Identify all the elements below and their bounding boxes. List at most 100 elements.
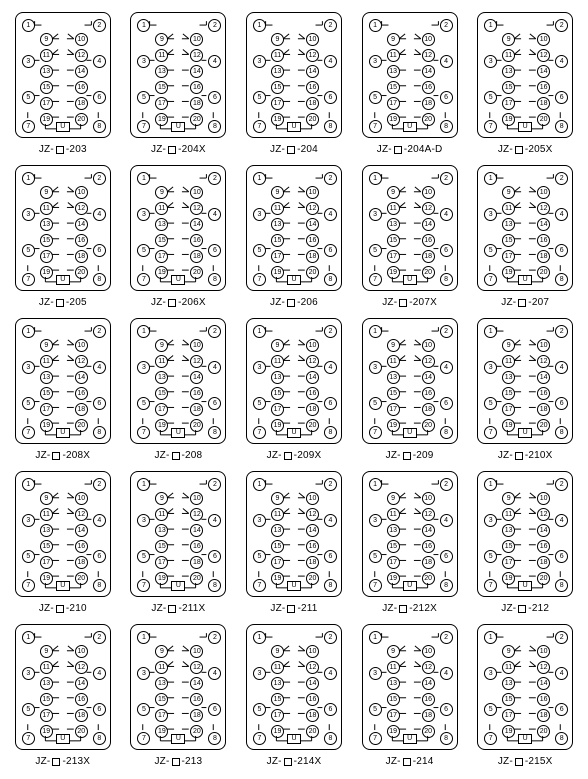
pin-13: 13 [155, 677, 168, 690]
pin-4: 4 [555, 514, 568, 527]
model-label: JZ--204 [270, 144, 318, 155]
pin-17: 17 [155, 709, 168, 722]
pin-12: 12 [190, 355, 203, 368]
pin-11: 11 [502, 202, 515, 215]
pin-14: 14 [537, 677, 550, 690]
label-prefix: JZ- [151, 603, 166, 614]
coil-u-box: U [403, 734, 417, 744]
pin-5: 5 [22, 550, 35, 563]
pin-13: 13 [271, 524, 284, 537]
pin-2: 2 [440, 19, 453, 32]
diagram-cell: 1234567891011121314151617181920UJZ--209 [359, 318, 461, 461]
pin-13: 13 [155, 65, 168, 78]
pin-18: 18 [422, 556, 435, 569]
pin-7: 7 [484, 426, 497, 439]
pin-5: 5 [484, 550, 497, 563]
placeholder-box-icon [172, 758, 180, 766]
pin-1: 1 [484, 19, 497, 32]
pin-3: 3 [253, 208, 266, 221]
label-prefix: JZ- [39, 144, 54, 155]
pin-13: 13 [387, 218, 400, 231]
pin-8: 8 [93, 732, 106, 745]
pin-19: 19 [502, 725, 515, 738]
pin-5: 5 [369, 703, 382, 716]
pin-13: 13 [40, 218, 53, 231]
pin-12: 12 [306, 661, 319, 674]
pin-9: 9 [155, 186, 168, 199]
pin-9: 9 [155, 33, 168, 46]
pin-19: 19 [271, 572, 284, 585]
label-prefix: JZ- [39, 297, 54, 308]
diagram-cell: 1234567891011121314151617181920UJZ--205X [474, 12, 576, 155]
pin-13: 13 [155, 218, 168, 231]
pin-18: 18 [422, 250, 435, 263]
pin-4: 4 [324, 208, 337, 221]
pin-9: 9 [271, 186, 284, 199]
pin-9: 9 [502, 186, 515, 199]
label-suffix: -206X [178, 297, 206, 308]
pin-11: 11 [271, 508, 284, 521]
pin-6: 6 [555, 397, 568, 410]
pin-7: 7 [253, 273, 266, 286]
pin-7: 7 [137, 120, 150, 133]
pin-5: 5 [137, 244, 150, 257]
pin-6: 6 [440, 91, 453, 104]
coil-u-box: U [403, 428, 417, 438]
pin-18: 18 [306, 556, 319, 569]
coil-u-box: U [287, 275, 301, 285]
placeholder-box-icon [403, 758, 411, 766]
pin-14: 14 [306, 371, 319, 384]
pin-10: 10 [75, 339, 88, 352]
pin-5: 5 [484, 244, 497, 257]
pin-20: 20 [422, 113, 435, 126]
diagram-cell: 1234567891011121314151617181920UJZ--213X [12, 624, 114, 767]
pin-5: 5 [22, 244, 35, 257]
pin-13: 13 [502, 677, 515, 690]
coil-u-box: U [287, 581, 301, 591]
pin-7: 7 [484, 120, 497, 133]
pin-8: 8 [208, 120, 221, 133]
pin-14: 14 [537, 65, 550, 78]
pin-2: 2 [440, 631, 453, 644]
relay-socket-diagram: 1234567891011121314151617181920U [246, 624, 342, 750]
pin-5: 5 [484, 703, 497, 716]
pin-3: 3 [137, 55, 150, 68]
pin-19: 19 [502, 572, 515, 585]
label-prefix: JZ- [151, 297, 166, 308]
pin-3: 3 [484, 514, 497, 527]
pin-14: 14 [75, 65, 88, 78]
coil-u-box: U [56, 734, 70, 744]
pin-2: 2 [324, 325, 337, 338]
pin-7: 7 [22, 732, 35, 745]
pin-1: 1 [137, 19, 150, 32]
pin-7: 7 [137, 732, 150, 745]
pin-6: 6 [208, 550, 221, 563]
pin-6: 6 [555, 703, 568, 716]
pin-13: 13 [40, 677, 53, 690]
pin-19: 19 [40, 113, 53, 126]
label-prefix: JZ- [154, 450, 169, 461]
pin-19: 19 [155, 113, 168, 126]
pin-15: 15 [40, 540, 53, 553]
pin-17: 17 [155, 250, 168, 263]
pin-14: 14 [537, 524, 550, 537]
pin-20: 20 [306, 113, 319, 126]
diagram-cell: 1234567891011121314151617181920UJZ--214 [359, 624, 461, 767]
pin-3: 3 [369, 514, 382, 527]
pin-10: 10 [190, 33, 203, 46]
pin-7: 7 [369, 732, 382, 745]
pin-17: 17 [40, 403, 53, 416]
pin-12: 12 [190, 202, 203, 215]
pin-1: 1 [22, 19, 35, 32]
pin-19: 19 [155, 572, 168, 585]
pin-19: 19 [502, 266, 515, 279]
pin-4: 4 [324, 361, 337, 374]
pin-14: 14 [422, 218, 435, 231]
pin-9: 9 [502, 645, 515, 658]
pin-18: 18 [422, 709, 435, 722]
model-label: JZ--208 [154, 450, 202, 461]
pin-13: 13 [155, 371, 168, 384]
pin-8: 8 [555, 426, 568, 439]
pin-16: 16 [190, 81, 203, 94]
pin-19: 19 [387, 725, 400, 738]
